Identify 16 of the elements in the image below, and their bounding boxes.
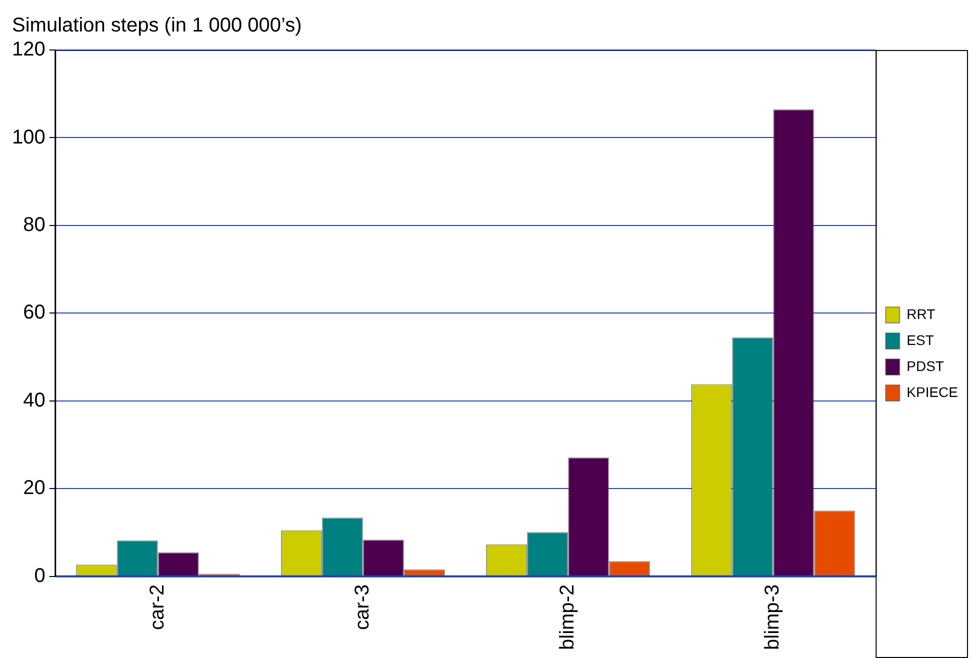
y-tick-label: 0 xyxy=(34,564,46,587)
y-axis-title: Simulation steps (in 1 000 000’s) xyxy=(12,14,302,37)
y-tick-label: 20 xyxy=(23,477,46,500)
y-tick-label: 40 xyxy=(23,389,46,412)
x-tick-label: blimp-2 xyxy=(556,584,579,650)
y-tick-label: 80 xyxy=(23,214,46,236)
legend-label: RRT xyxy=(906,306,936,322)
legend-label: PDST xyxy=(906,358,944,374)
y-tick-label: 60 xyxy=(23,302,46,324)
y-tick-label: 120 xyxy=(12,38,46,61)
y-tick-label: 100 xyxy=(12,126,46,148)
x-tick-label: car-2 xyxy=(146,584,168,630)
x-tick-label: car-3 xyxy=(351,584,374,630)
legend-label: KPIECE xyxy=(906,384,958,400)
legend-label: EST xyxy=(906,332,934,348)
x-tick-label: blimp-3 xyxy=(762,584,784,650)
